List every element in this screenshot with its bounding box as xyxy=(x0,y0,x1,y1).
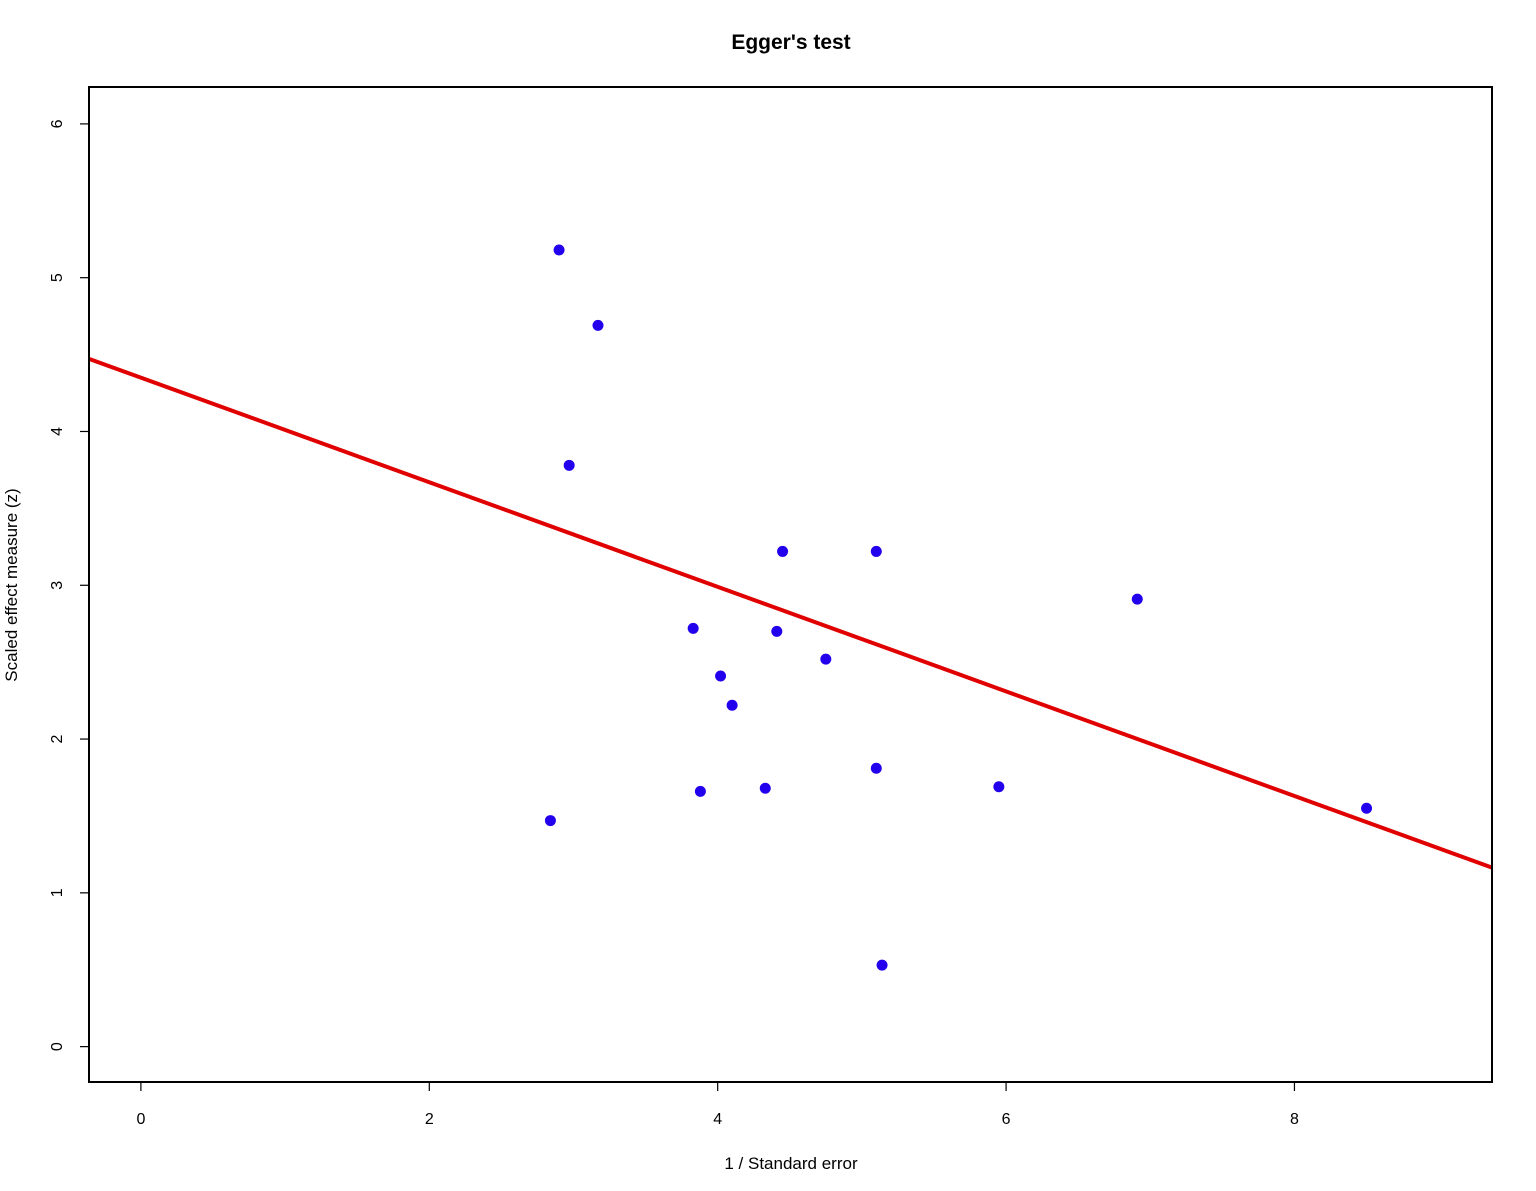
y-tick-label: 6 xyxy=(49,119,66,128)
y-tick-label: 3 xyxy=(49,581,66,590)
data-point xyxy=(687,622,699,634)
data-point xyxy=(820,653,832,665)
y-tick-label: 0 xyxy=(49,1042,66,1051)
x-tick-label: 4 xyxy=(713,1111,722,1128)
x-tick-label: 0 xyxy=(136,1111,145,1128)
x-tick-label: 2 xyxy=(425,1111,434,1128)
data-point xyxy=(1361,802,1373,814)
data-point xyxy=(592,319,604,331)
x-tick-label: 6 xyxy=(1002,1111,1011,1128)
data-point xyxy=(993,781,1005,793)
data-point xyxy=(771,625,783,637)
x-axis-label: 1 / Standard error xyxy=(724,1154,858,1173)
y-axis-label: Scaled effect measure (z) xyxy=(2,488,21,681)
data-point xyxy=(544,815,556,827)
data-point xyxy=(715,670,727,682)
chart-title: Egger's test xyxy=(731,31,850,54)
regression-line xyxy=(89,356,1492,870)
data-point xyxy=(876,959,888,971)
data-point xyxy=(726,699,738,711)
data-point xyxy=(563,459,575,471)
y-tick-label: 2 xyxy=(49,735,66,744)
y-tick-label: 5 xyxy=(49,273,66,282)
y-tick-label: 1 xyxy=(49,888,66,897)
data-point xyxy=(759,782,771,794)
data-point xyxy=(870,545,882,557)
plot-frame xyxy=(88,86,1493,1083)
data-point xyxy=(553,244,565,256)
y-tick-label: 4 xyxy=(49,427,66,436)
data-point xyxy=(1131,593,1143,605)
x-tick-label: 8 xyxy=(1290,1111,1299,1128)
data-point xyxy=(870,762,882,774)
data-point xyxy=(777,545,789,557)
data-point xyxy=(694,785,706,797)
